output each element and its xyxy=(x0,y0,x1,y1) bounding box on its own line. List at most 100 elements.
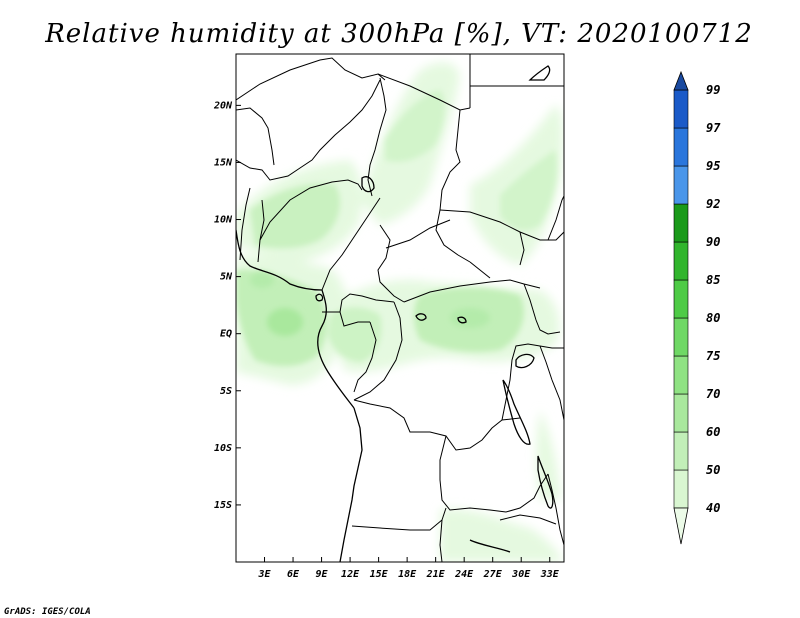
x-tick-label: 24E xyxy=(454,569,474,580)
y-axis: 20N 15N 10N 5N EQ 5S 10S 15S xyxy=(213,100,241,511)
grads-credit: GrADS: IGES/COLA xyxy=(4,607,91,617)
country-border xyxy=(519,231,525,266)
coastline xyxy=(457,316,467,324)
colorbar-label: 60 xyxy=(706,425,720,439)
colorbar-high-triangle xyxy=(673,70,689,91)
x-tick-label: 33E xyxy=(540,569,560,580)
x-tick-label: 12E xyxy=(341,569,360,580)
humid-core-chad xyxy=(385,90,445,162)
y-tick-label: 10N xyxy=(214,215,233,226)
humid-core-sudan xyxy=(500,150,557,231)
country-border xyxy=(547,195,564,241)
coastline xyxy=(361,176,375,193)
map-panel xyxy=(235,53,565,563)
colorbar: 40 50 60 70 75 80 85 90 92 95 97 99 xyxy=(673,70,721,545)
colorbar-label: 75 xyxy=(706,349,720,363)
x-axis: 3E 6E 9E 12E 15E 18E 21E 24E 27E 30E 33E xyxy=(257,557,560,580)
country-border xyxy=(236,79,381,181)
colorbar-label: 40 xyxy=(706,501,720,515)
country-border xyxy=(501,343,564,421)
country-border xyxy=(539,345,564,421)
country-border xyxy=(377,73,471,111)
country-border xyxy=(351,507,447,531)
country-border xyxy=(439,519,443,562)
coastline xyxy=(528,65,551,81)
country-border xyxy=(259,179,363,241)
humid-max-gabon xyxy=(267,308,303,336)
y-tick-label: 10S xyxy=(214,443,232,454)
humid-area-southern-africa xyxy=(440,509,564,562)
x-tick-label: 18E xyxy=(398,569,417,580)
x-tick-label: 15E xyxy=(370,569,389,580)
country-border xyxy=(547,473,564,546)
colorbar-box xyxy=(673,279,689,319)
country-border xyxy=(523,283,561,335)
colorbar-box xyxy=(673,89,689,129)
country-border xyxy=(469,261,491,279)
colorbar-box xyxy=(673,469,689,509)
map-frame xyxy=(235,53,565,563)
humid-core-congo xyxy=(328,307,382,362)
y-tick-label: EQ xyxy=(220,329,232,340)
coastline xyxy=(415,313,427,321)
country-border xyxy=(385,219,451,249)
country-border xyxy=(353,301,403,401)
colorbar-label: 70 xyxy=(706,387,720,401)
colorbar-label: 97 xyxy=(706,121,721,135)
country-borders xyxy=(236,54,564,562)
colorbar-box xyxy=(673,355,689,395)
country-border xyxy=(339,293,395,313)
coastline xyxy=(315,293,324,302)
humidity-field xyxy=(236,62,564,562)
colorbar-box xyxy=(673,241,689,281)
colorbar-box xyxy=(673,203,689,243)
colorbar-box xyxy=(673,317,689,357)
humid-max-cameroon xyxy=(250,272,274,288)
y-tick-label: 20N xyxy=(213,100,233,111)
x-tick-label: 30E xyxy=(511,569,531,580)
colorbar-label: 50 xyxy=(706,463,720,477)
country-border xyxy=(439,435,507,513)
x-tick-label: 6E xyxy=(287,569,300,580)
country-border xyxy=(499,514,557,525)
humid-core-nigeria xyxy=(250,183,340,249)
country-border xyxy=(353,321,377,393)
coastline xyxy=(537,455,554,509)
country-border xyxy=(321,197,381,291)
colorbar-label: 85 xyxy=(706,273,720,287)
country-border xyxy=(236,107,275,166)
y-tick-label: 5S xyxy=(220,386,232,397)
country-border xyxy=(377,224,405,303)
y-tick-label: 5N xyxy=(220,272,233,283)
country-border xyxy=(322,311,370,327)
colorbar-label: 90 xyxy=(706,235,720,249)
x-tick-label: 27E xyxy=(483,569,503,580)
colorbar-label: 95 xyxy=(706,159,720,173)
colorbar-label: 92 xyxy=(706,197,720,211)
humid-max-car xyxy=(450,308,490,328)
colorbar-box xyxy=(673,165,689,205)
colorbar-box xyxy=(673,393,689,433)
country-border xyxy=(435,109,471,263)
country-border xyxy=(257,199,265,263)
colorbar-label: 99 xyxy=(706,83,720,97)
coastline xyxy=(339,407,363,562)
country-border xyxy=(505,473,549,513)
y-tick-label: 15N xyxy=(214,157,233,168)
country-border xyxy=(239,187,251,261)
coastline xyxy=(469,539,511,553)
x-tick-label: 3E xyxy=(257,569,271,580)
colorbar-box xyxy=(673,127,689,167)
humid-area-east-coast xyxy=(536,410,560,500)
coastline xyxy=(502,379,531,445)
colorbar-box xyxy=(673,431,689,471)
y-tick-label: 15S xyxy=(214,500,232,511)
country-border xyxy=(236,57,386,101)
x-tick-label: 21E xyxy=(426,569,446,580)
x-tick-label: 9E xyxy=(316,569,329,580)
coastline xyxy=(515,353,535,369)
map-title: Relative humidity at 300hPa [%], VT: 202… xyxy=(44,19,753,49)
colorbar-label: 80 xyxy=(706,311,720,325)
colorbar-low-triangle xyxy=(673,507,689,545)
